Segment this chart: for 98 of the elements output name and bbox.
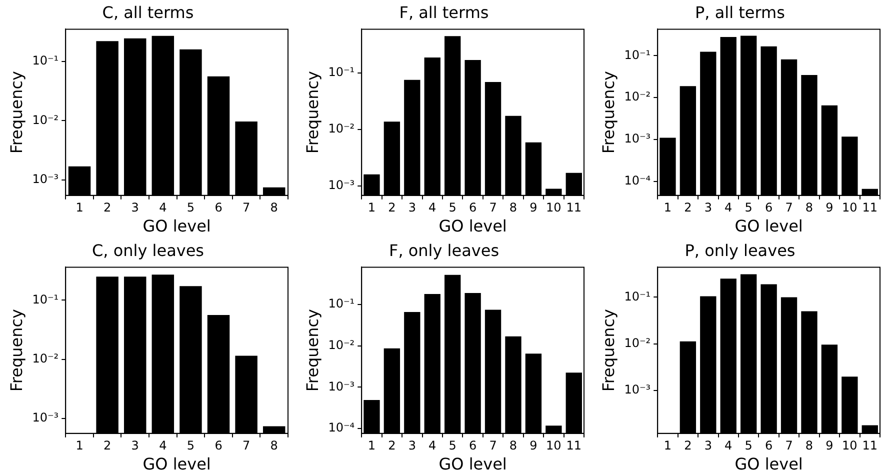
x-tick-label: 5 bbox=[744, 200, 752, 215]
x-tick-label: 8 bbox=[805, 438, 814, 453]
x-tick-label: 1 bbox=[368, 200, 376, 215]
y-tick-label: 10⁻² bbox=[32, 351, 59, 366]
y-tick-label: 10⁻⁴ bbox=[328, 420, 355, 435]
x-tick-label: 6 bbox=[764, 438, 773, 453]
x-tick-label: 10 bbox=[546, 438, 562, 453]
y-axis-title: Frequency bbox=[6, 308, 26, 392]
x-tick-label: 5 bbox=[744, 438, 752, 453]
x-tick-label: 4 bbox=[724, 438, 732, 453]
x-tick-label: 7 bbox=[242, 200, 250, 215]
x-tick-label: 10 bbox=[842, 200, 858, 215]
x-tick-label: 5 bbox=[448, 200, 456, 215]
y-tick-label: 10⁻⁴ bbox=[624, 173, 651, 188]
x-tick-label: 10 bbox=[546, 200, 562, 215]
x-tick-label: 8 bbox=[270, 438, 278, 453]
y-tick-label: 10⁻² bbox=[32, 112, 59, 127]
y-tick-label: 10⁻² bbox=[624, 90, 651, 104]
x-tick-label: 9 bbox=[530, 438, 538, 453]
x-tick-label: 6 bbox=[468, 438, 477, 453]
y-tick-label: 10⁻³ bbox=[32, 172, 59, 186]
chart-title: F, all terms bbox=[399, 2, 489, 22]
x-axis-title: GO level bbox=[438, 216, 507, 236]
x-tick-label: 3 bbox=[408, 438, 416, 453]
x-tick-label: 5 bbox=[186, 438, 195, 453]
y-axis-title: Frequency bbox=[598, 308, 618, 392]
x-tick-label: 1 bbox=[664, 438, 672, 453]
x-axis-title: GO level bbox=[438, 454, 507, 474]
x-tick-label: 4 bbox=[428, 438, 436, 453]
y-axis-title: Frequency bbox=[302, 70, 322, 154]
x-tick-label: 2 bbox=[103, 200, 112, 215]
y-tick-label: 10⁻¹ bbox=[328, 296, 355, 311]
x-tick-label: 4 bbox=[159, 200, 167, 215]
x-tick-label: 9 bbox=[826, 438, 834, 453]
x-tick-label: 9 bbox=[826, 200, 834, 215]
x-tick-label: 6 bbox=[214, 438, 222, 453]
x-axis-title: GO level bbox=[142, 216, 211, 236]
x-tick-label: 7 bbox=[242, 438, 250, 453]
y-tick-label: 10⁻³ bbox=[32, 410, 59, 425]
x-tick-label: 11 bbox=[566, 200, 582, 215]
y-tick-label: 10⁻² bbox=[328, 121, 355, 136]
y-tick-label: 10⁻¹ bbox=[624, 48, 651, 62]
x-tick-label: 10 bbox=[842, 438, 858, 453]
x-tick-label: 7 bbox=[489, 438, 497, 453]
chart-title: C, all terms bbox=[102, 2, 194, 22]
x-tick-label: 1 bbox=[664, 200, 672, 215]
y-tick-label: 10⁻¹ bbox=[32, 54, 59, 68]
x-tick-label: 3 bbox=[131, 438, 139, 453]
y-axis-title: Frequency bbox=[302, 308, 322, 392]
x-tick-label: 1 bbox=[76, 200, 84, 215]
x-tick-label: 11 bbox=[862, 438, 878, 453]
x-tick-label: 6 bbox=[764, 200, 773, 215]
x-tick-label: 2 bbox=[388, 438, 396, 453]
y-tick-label: 10⁻³ bbox=[624, 382, 651, 397]
x-tick-label: 8 bbox=[509, 200, 518, 215]
x-tick-label: 3 bbox=[131, 200, 139, 215]
x-axis-title: GO level bbox=[734, 216, 803, 236]
y-tick-label: 10⁻² bbox=[328, 338, 355, 352]
x-tick-label: 7 bbox=[785, 438, 793, 453]
y-tick-label: 10⁻³ bbox=[328, 178, 355, 192]
x-tick-label: 1 bbox=[368, 438, 376, 453]
x-tick-label: 2 bbox=[388, 200, 396, 215]
y-tick-label: 10⁻¹ bbox=[328, 64, 355, 79]
x-tick-label: 3 bbox=[704, 200, 712, 215]
x-tick-label: 8 bbox=[805, 200, 814, 215]
y-tick-label: 10⁻² bbox=[624, 336, 651, 350]
x-tick-label: 2 bbox=[684, 200, 692, 215]
y-tick-label: 10⁻³ bbox=[624, 132, 651, 146]
x-axis-title: GO level bbox=[142, 454, 211, 474]
x-tick-label: 3 bbox=[704, 438, 712, 453]
x-tick-label: 9 bbox=[530, 200, 538, 215]
x-tick-label: 5 bbox=[448, 438, 456, 453]
x-tick-label: 4 bbox=[159, 438, 167, 453]
chart-title: P, all terms bbox=[695, 2, 785, 22]
chart-title: C, only leaves bbox=[92, 240, 204, 260]
x-tick-label: 6 bbox=[214, 200, 222, 215]
x-tick-label: 5 bbox=[186, 200, 195, 215]
x-tick-label: 7 bbox=[785, 200, 793, 215]
y-tick-label: 10⁻³ bbox=[328, 379, 355, 394]
x-tick-label: 8 bbox=[270, 200, 278, 215]
x-tick-label: 1 bbox=[76, 438, 84, 453]
chart-title: F, only leaves bbox=[388, 240, 500, 260]
x-tick-label: 2 bbox=[103, 438, 112, 453]
x-tick-label: 11 bbox=[566, 438, 582, 453]
y-tick-label: 10⁻¹ bbox=[32, 292, 59, 306]
y-axis-title: Frequency bbox=[598, 70, 618, 154]
x-axis-title: GO level bbox=[734, 454, 803, 474]
x-tick-label: 4 bbox=[724, 200, 732, 215]
x-tick-label: 4 bbox=[428, 200, 436, 215]
y-tick-label: 10⁻¹ bbox=[624, 289, 651, 304]
x-tick-label: 11 bbox=[862, 200, 878, 215]
x-tick-label: 6 bbox=[468, 200, 477, 215]
x-tick-label: 7 bbox=[489, 200, 497, 215]
x-tick-label: 3 bbox=[408, 200, 416, 215]
y-axis-title: Frequency bbox=[6, 70, 26, 154]
chart-title: P, only leaves bbox=[684, 240, 796, 260]
x-tick-label: 8 bbox=[509, 438, 518, 453]
x-tick-label: 2 bbox=[684, 438, 692, 453]
